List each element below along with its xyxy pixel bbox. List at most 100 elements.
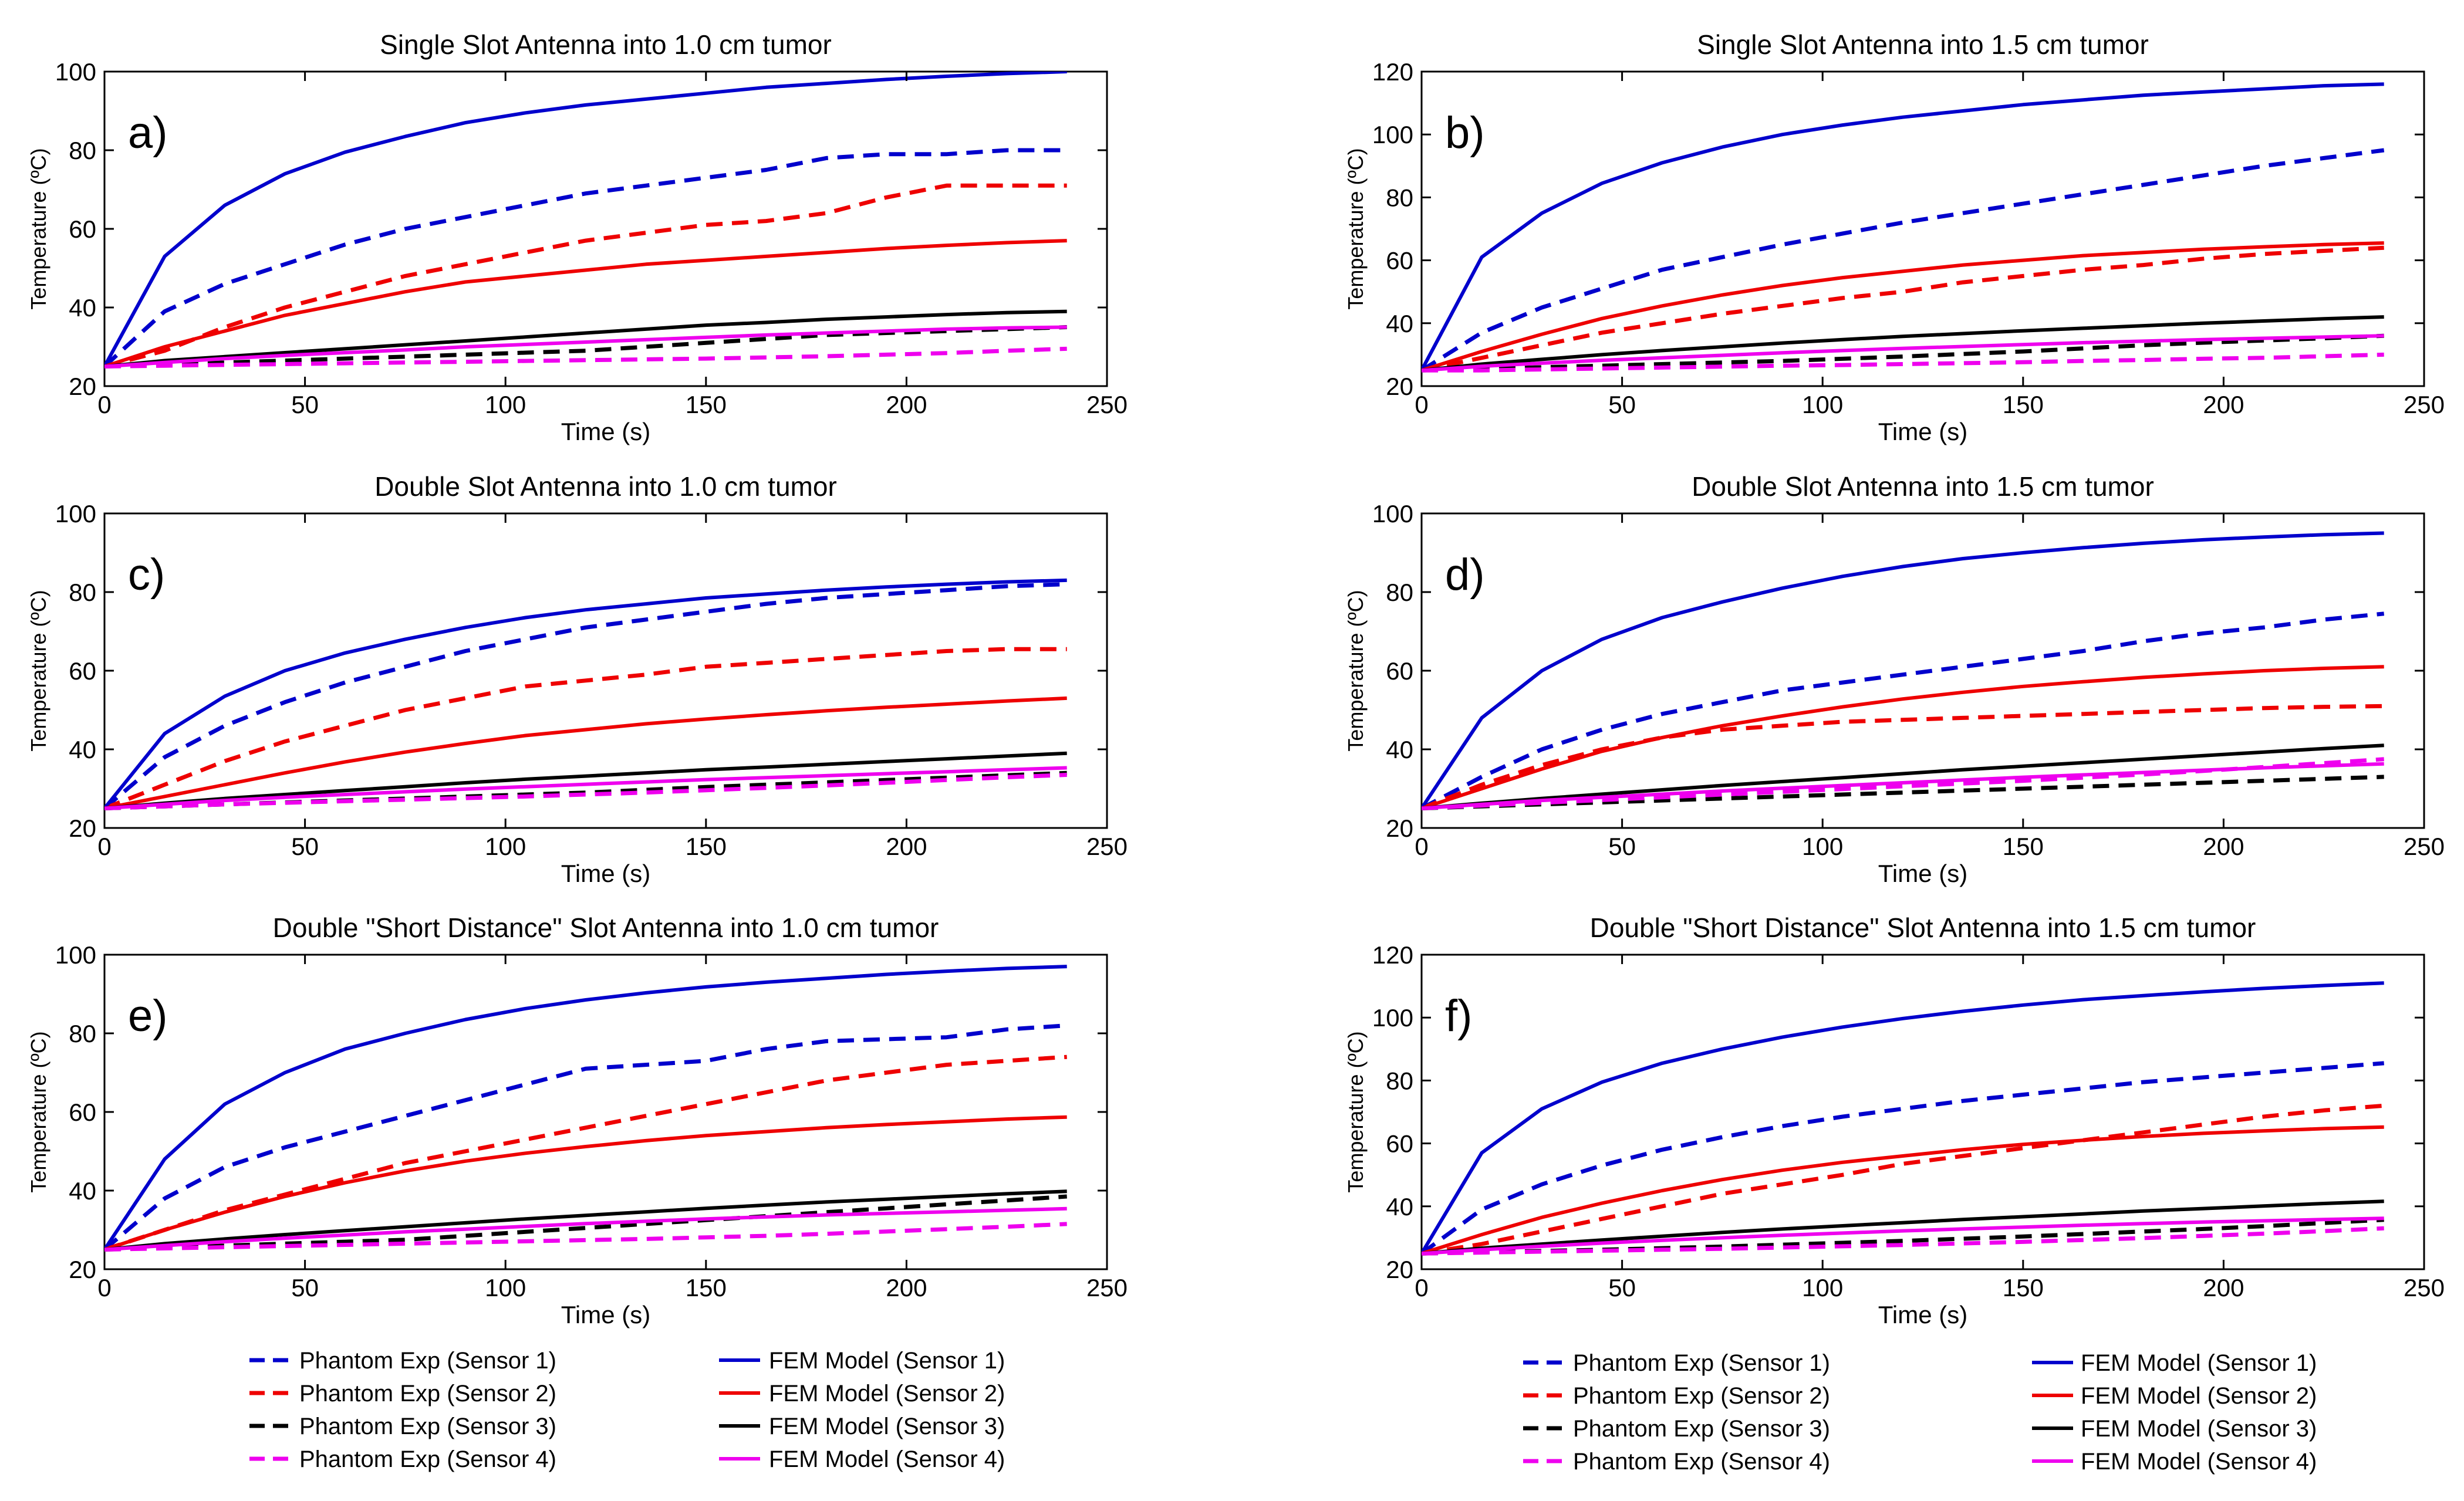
phantom-sensor1-line [104, 582, 1067, 810]
x-tick-label: 50 [291, 391, 319, 418]
legend-fem-sensor1-label: FEM Model (Sensor 1) [769, 1348, 1005, 1374]
phantom-sensor1-line [1422, 611, 2385, 810]
legend-fem-sensor4-label: FEM Model (Sensor 4) [2081, 1449, 2317, 1475]
y-tick-label: 20 [69, 1256, 96, 1283]
x-tick-label: 50 [1608, 833, 1636, 860]
x-tick-label: 250 [2404, 833, 2445, 860]
y-tick-label: 40 [1386, 310, 1413, 337]
fem-sensor2-line [1422, 665, 2384, 810]
fem-sensor1-line [1422, 82, 2384, 371]
fem-sensor2-line [1422, 1125, 2384, 1256]
x-tick-label: 0 [97, 833, 111, 860]
legend-fem-sensor2-label: FEM Model (Sensor 2) [2081, 1383, 2317, 1409]
y-tick-label: 20 [69, 814, 96, 842]
y-tick-label: 100 [55, 941, 96, 969]
x-axis-label: Time (s) [561, 1301, 650, 1328]
plot-frame [1420, 70, 2425, 387]
legend-fem-sensor3-label: FEM Model (Sensor 3) [769, 1414, 1005, 1439]
x-tick-label: 250 [2404, 1274, 2445, 1301]
legend-1: Phantom Exp (Sensor 1) Phantom Exp (Senso… [249, 1348, 1005, 1472]
legend-phantom-sensor1-label: Phantom Exp (Sensor 1) [1573, 1350, 1830, 1376]
panel-label: b) [1445, 108, 1485, 158]
fem-sensor4-line [1422, 762, 2384, 810]
y-axis-label: Temperature (ºC) [26, 148, 50, 309]
fem-sensor4-line [104, 766, 1067, 810]
phantom-sensor4-line [104, 346, 1067, 369]
phantom-sensor3-line [104, 325, 1067, 369]
y-tick-label: 40 [1386, 1193, 1413, 1221]
fem-sensor3-line [1422, 1199, 2384, 1256]
y-tick-label: 120 [1372, 58, 1413, 86]
x-tick-label: 50 [1608, 391, 1636, 418]
panel-1: 0 50 100 150 200 250 20 40 60 80 100 Single Slot An… [26, 29, 1128, 445]
y-tick-label: 60 [69, 215, 96, 243]
fem-sensor1-line [104, 965, 1067, 1251]
fem-sensor4-line [1422, 334, 2384, 373]
y-tick-label: 60 [1386, 247, 1413, 275]
y-tick-label: 40 [1386, 736, 1413, 763]
legend-phantom-sensor3-label: Phantom Exp (Sensor 3) [1573, 1416, 1830, 1442]
phantom-sensor3-line [1422, 775, 2384, 810]
y-tick-label: 100 [55, 58, 96, 86]
y-tick-label: 20 [1386, 814, 1413, 842]
x-tick-label: 0 [97, 1274, 111, 1301]
panel-title: Double "Short Distance" Slot Antenna int… [273, 912, 939, 943]
fem-sensor3-line [1422, 315, 2384, 373]
phantom-sensor4-line [104, 773, 1067, 810]
panel-label: d) [1445, 550, 1485, 600]
x-tick-label: 200 [886, 833, 927, 860]
y-tick-label: 100 [1372, 500, 1413, 528]
fem-sensor3-line [104, 1189, 1067, 1252]
fem-sensor3-line [104, 309, 1067, 369]
x-tick-label: 200 [886, 1274, 927, 1301]
plot-frame [103, 70, 1108, 387]
legend-phantom-sensor2-label: Phantom Exp (Sensor 2) [299, 1381, 556, 1407]
legend-fem-sensor1-label: FEM Model (Sensor 1) [2081, 1350, 2317, 1376]
phantom-sensor3-line [1422, 1218, 2384, 1256]
y-tick-label: 80 [69, 137, 96, 164]
phantom-sensor1-line [104, 148, 1067, 369]
phantom-sensor3-line [1422, 333, 2384, 373]
legend-fem-sensor2-label: FEM Model (Sensor 2) [769, 1381, 1005, 1407]
y-axis-label: Temperature (ºC) [26, 1031, 50, 1192]
y-axis-label: Temperature (ºC) [1344, 1031, 1368, 1192]
fem-sensor2-line [1422, 241, 2384, 373]
x-tick-label: 150 [686, 391, 727, 418]
y-tick-label: 60 [1386, 657, 1413, 685]
phantom-sensor2-line [104, 183, 1067, 369]
phantom-sensor4-line [1422, 1226, 2384, 1256]
x-tick-label: 150 [686, 833, 727, 860]
fem-sensor3-line [104, 751, 1067, 810]
x-tick-label: 0 [1415, 833, 1428, 860]
panel-6: 0 50 100 150 200 250 20 40 60 80 100 120 Double "Sho… [1344, 912, 2445, 1328]
y-tick-label: 40 [69, 1177, 96, 1205]
fem-sensor4-line [1422, 1216, 2384, 1256]
phantom-sensor4-line [1422, 352, 2384, 373]
y-tick-label: 20 [1386, 373, 1413, 400]
legend-phantom-sensor4-label: Phantom Exp (Sensor 4) [299, 1446, 556, 1472]
panel-title: Single Slot Antenna into 1.0 cm tumor [380, 29, 832, 60]
plot-frame [1420, 954, 2425, 1270]
phantom-sensor2-line [104, 647, 1067, 810]
legend-phantom-sensor4-label: Phantom Exp (Sensor 4) [1573, 1449, 1830, 1475]
x-tick-label: 200 [2203, 833, 2244, 860]
panel-5: 0 50 100 150 200 250 20 40 60 80 100 Double "Short … [26, 912, 1128, 1328]
fem-sensor3-line [1422, 743, 2384, 810]
phantom-sensor2-line [1422, 245, 2384, 373]
phantom-sensor3-line [104, 1194, 1067, 1252]
legend-fem-sensor3-label: FEM Model (Sensor 3) [2081, 1416, 2317, 1442]
phantom-sensor2-line [104, 1054, 1067, 1252]
x-tick-label: 250 [1086, 833, 1128, 860]
y-tick-label: 80 [1386, 579, 1413, 606]
x-tick-label: 100 [1802, 391, 1843, 418]
x-tick-label: 150 [686, 1274, 727, 1301]
legend-fem-sensor4-label: FEM Model (Sensor 4) [769, 1446, 1005, 1472]
panel-title: Double "Short Distance" Slot Antenna int… [1590, 912, 2256, 943]
y-tick-label: 40 [69, 294, 96, 322]
x-tick-label: 100 [1802, 1274, 1843, 1301]
panel-label: c) [128, 550, 165, 600]
y-tick-label: 100 [55, 500, 96, 528]
x-axis-label: Time (s) [1878, 1301, 1967, 1328]
fem-sensor2-line [104, 696, 1067, 810]
x-tick-label: 50 [1608, 1274, 1636, 1301]
